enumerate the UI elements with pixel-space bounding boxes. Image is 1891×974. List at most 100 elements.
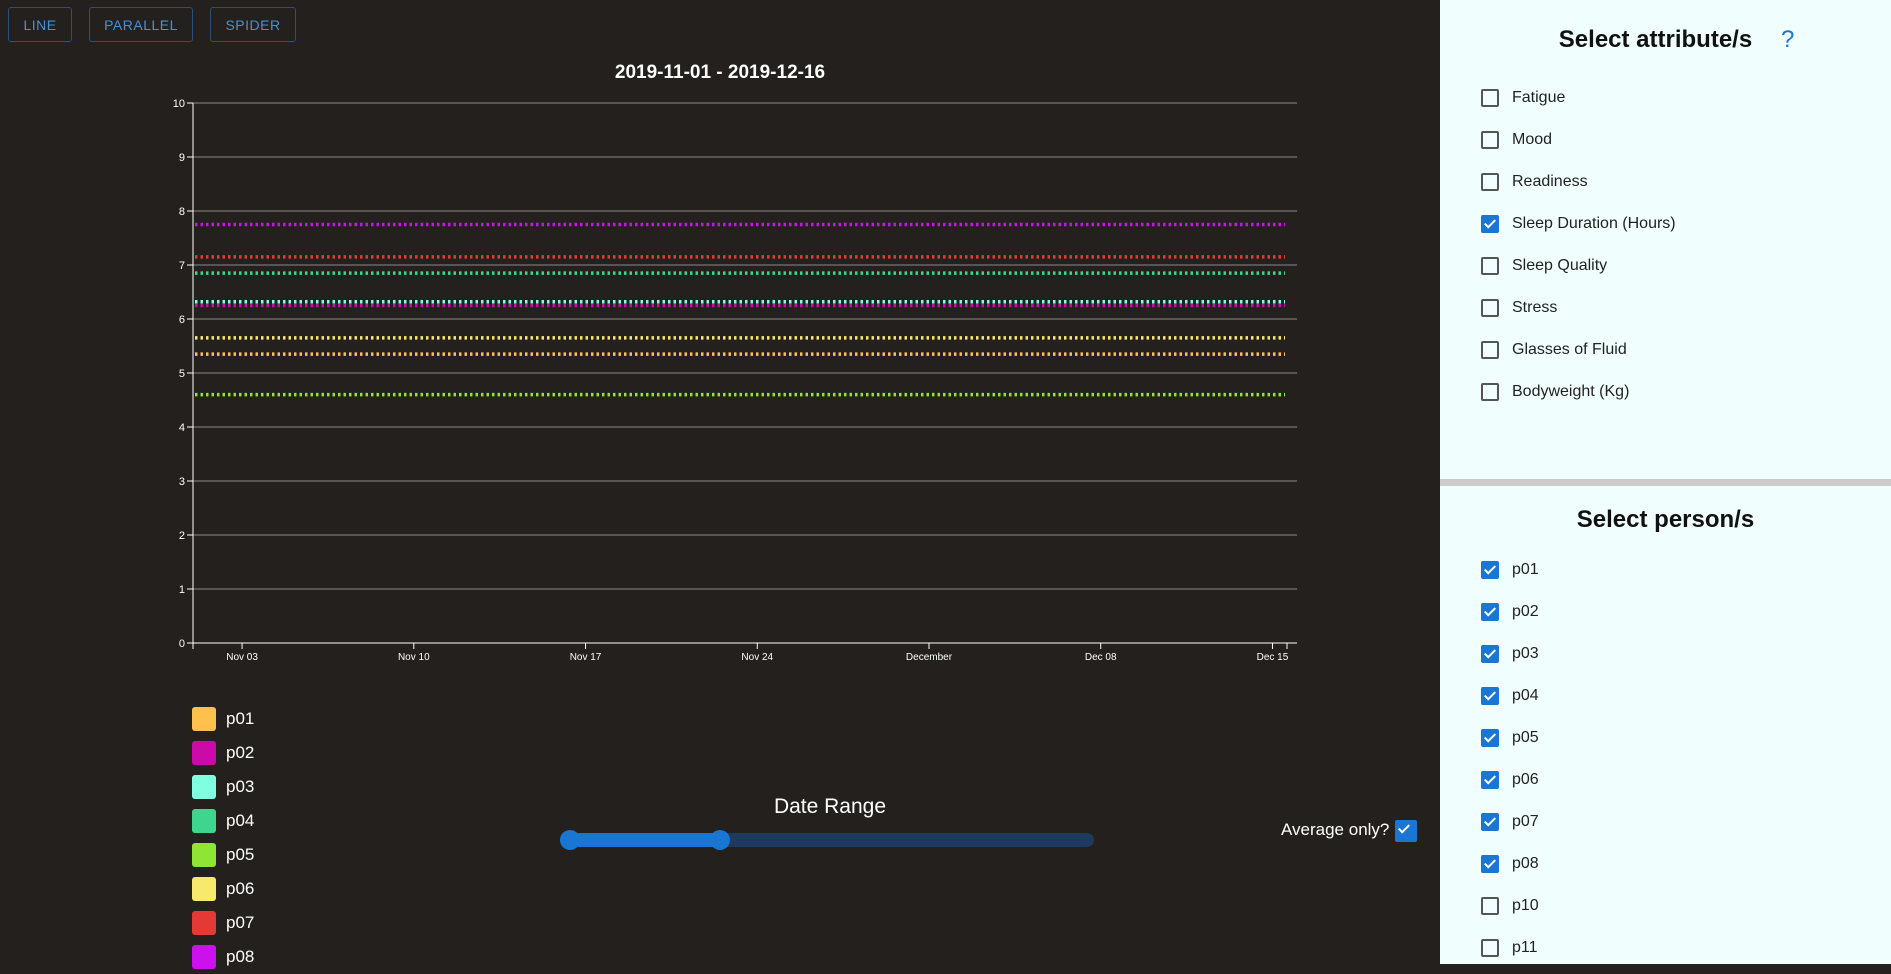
chart-axes: 0 1 2 3 4 5 6 7 8 9 10 Nov 03 Nov 10 Nov 17 Nov 24 Dece…	[173, 98, 1297, 663]
legend-item-p08: p08	[192, 940, 254, 974]
x-tick-label: Dec 08	[1085, 652, 1117, 663]
y-tick-label: 5	[179, 368, 185, 380]
attribute-checkbox[interactable]	[1481, 215, 1499, 233]
average-only-checkbox[interactable]	[1395, 820, 1417, 842]
legend-swatch	[192, 775, 216, 799]
slider-start-handle[interactable]	[560, 830, 580, 850]
line-view-button[interactable]: LINE	[8, 7, 72, 42]
attribute-checkbox[interactable]	[1481, 299, 1499, 317]
attribute-option[interactable]: Stress	[1481, 296, 1557, 320]
person-option[interactable]: p11	[1481, 936, 1538, 960]
person-label: p08	[1512, 855, 1539, 872]
attribute-panel: Select attribute/s ? Fatigue Mood Readines…	[1440, 0, 1891, 479]
attribute-label: Sleep Duration (Hours)	[1512, 215, 1676, 232]
attribute-label: Readiness	[1512, 173, 1588, 190]
attribute-option[interactable]: Fatigue	[1481, 86, 1565, 110]
person-option[interactable]: p10	[1481, 894, 1539, 918]
legend-item-p06: p06	[192, 872, 254, 906]
legend-swatch	[192, 741, 216, 765]
person-label: p11	[1512, 939, 1538, 956]
legend-label: p04	[226, 811, 255, 830]
attribute-option[interactable]: Readiness	[1481, 170, 1588, 194]
person-checkbox[interactable]	[1481, 855, 1499, 873]
chart-series	[195, 222, 1285, 397]
person-label: p06	[1512, 771, 1539, 788]
person-checkbox[interactable]	[1481, 687, 1499, 705]
legend-item-p01: p01	[192, 702, 254, 736]
attribute-option[interactable]: Sleep Quality	[1481, 254, 1607, 278]
legend-item-p03: p03	[192, 770, 254, 804]
slider-selected-range	[560, 833, 721, 847]
line-chart: 2019-11-01 - 2019-12-16 0 1 2 3 4 5 6 7 8 9 10 Nov …	[173, 62, 1297, 663]
x-tick-label: Nov 03	[226, 652, 258, 663]
attribute-option[interactable]: Mood	[1481, 128, 1552, 152]
attribute-checkbox[interactable]	[1481, 383, 1499, 401]
person-option[interactable]: p04	[1481, 684, 1539, 708]
person-label: p10	[1512, 897, 1539, 914]
chart-legend: p01 p02 p03 p04 p05 p06 p07 p08	[192, 702, 254, 974]
attribute-checkbox[interactable]	[1481, 131, 1499, 149]
help-icon[interactable]: ?	[1781, 26, 1795, 53]
attribute-checkbox[interactable]	[1481, 341, 1499, 359]
person-checkbox[interactable]	[1481, 771, 1499, 789]
attribute-checkbox[interactable]	[1481, 173, 1499, 191]
legend-item-p02: p02	[192, 736, 254, 770]
person-checkbox[interactable]	[1481, 729, 1499, 747]
person-option[interactable]: p03	[1481, 642, 1539, 666]
chart-area: LINE PARALLEL SPIDER 2019-11-01 - 2019-1…	[0, 0, 1440, 964]
person-option[interactable]: p08	[1481, 852, 1539, 876]
legend-label: p05	[226, 845, 255, 864]
slider-end-handle[interactable]	[710, 830, 731, 850]
legend-label: p06	[226, 879, 255, 898]
attribute-option[interactable]: Bodyweight (Kg)	[1481, 380, 1629, 404]
attribute-checkbox[interactable]	[1481, 89, 1499, 107]
legend-swatch	[192, 843, 216, 867]
person-option[interactable]: p07	[1481, 810, 1539, 834]
person-checkbox[interactable]	[1481, 897, 1499, 915]
legend-swatch	[192, 809, 216, 833]
attribute-option[interactable]: Glasses of Fluid	[1481, 338, 1627, 362]
attribute-option[interactable]: Sleep Duration (Hours)	[1481, 212, 1676, 236]
y-tick-label: 9	[179, 152, 185, 164]
panel-divider	[1440, 479, 1891, 486]
x-tick-label: Nov 24	[741, 652, 773, 663]
y-tick-label: 3	[179, 476, 185, 488]
person-label: p04	[1512, 687, 1539, 704]
date-range-title: Date Range	[773, 795, 887, 818]
person-panel: Select person/s p01 p02 p03 p04 p05 p06 p07 p08…	[1440, 486, 1891, 964]
legend-label: p08	[226, 947, 255, 966]
person-checkbox[interactable]	[1481, 561, 1499, 579]
y-tick-label: 4	[179, 422, 185, 434]
y-tick-label: 7	[179, 260, 185, 272]
legend-swatch	[192, 877, 216, 901]
parallel-view-button[interactable]: PARALLEL	[89, 7, 193, 42]
attribute-label: Stress	[1512, 299, 1558, 316]
person-panel-title: Select person/s	[1576, 506, 1755, 533]
attribute-panel-title: Select attribute/s	[1558, 26, 1753, 53]
person-checkbox[interactable]	[1481, 813, 1499, 831]
y-tick-label: 6	[179, 314, 185, 326]
spider-view-button[interactable]: SPIDER	[210, 7, 296, 42]
person-option[interactable]: p06	[1481, 768, 1539, 792]
y-tick-label: 1	[179, 584, 185, 596]
legend-label: p07	[226, 913, 255, 932]
legend-swatch	[192, 945, 216, 969]
date-range-slider[interactable]	[560, 830, 1094, 850]
y-tick-label: 0	[179, 638, 185, 650]
attribute-label: Glasses of Fluid	[1512, 341, 1627, 358]
attribute-checkbox[interactable]	[1481, 257, 1499, 275]
chart-grid	[193, 102, 1297, 644]
person-option[interactable]: p05	[1481, 726, 1539, 750]
person-option[interactable]: p01	[1481, 558, 1539, 582]
person-checkbox[interactable]	[1481, 645, 1499, 663]
legend-label: p02	[226, 743, 255, 762]
x-tick-label: Nov 10	[398, 652, 430, 663]
legend-label: p03	[226, 777, 255, 796]
person-label: p02	[1512, 603, 1539, 620]
chart-title: 2019-11-01 - 2019-12-16	[615, 62, 825, 83]
person-option[interactable]: p02	[1481, 600, 1539, 624]
person-checkbox[interactable]	[1481, 603, 1499, 621]
y-tick-label: 8	[179, 206, 185, 218]
person-checkbox[interactable]	[1481, 939, 1499, 957]
y-tick-label: 10	[173, 98, 185, 110]
